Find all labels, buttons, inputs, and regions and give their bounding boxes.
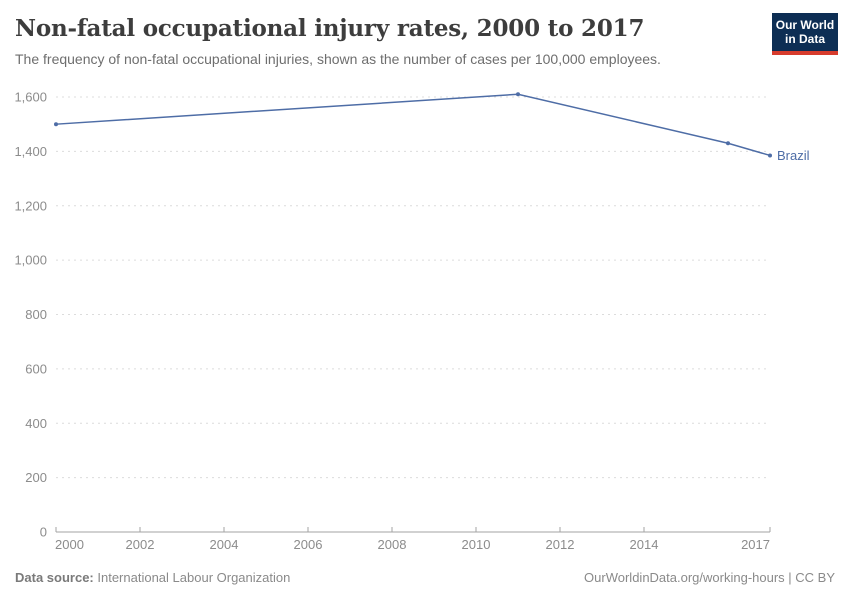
owid-logo-line1: Our World bbox=[775, 18, 835, 32]
x-tick-label: 2000 bbox=[55, 537, 84, 552]
chart-title: Non-fatal occupational injury rates, 200… bbox=[15, 15, 645, 42]
attribution-note: OurWorldinData.org/working-hours | CC BY bbox=[584, 570, 835, 585]
y-tick-label: 400 bbox=[25, 416, 47, 431]
x-tick-label: 2014 bbox=[630, 537, 659, 552]
data-point-2000[interactable] bbox=[54, 122, 58, 127]
data-source-note: Data source: International Labour Organi… bbox=[15, 570, 290, 585]
owid-logo[interactable]: Our World in Data bbox=[772, 13, 838, 55]
x-tick-label: 2017 bbox=[741, 537, 770, 552]
x-tick-label: 2002 bbox=[126, 537, 155, 552]
brazil-line-series[interactable] bbox=[55, 93, 771, 157]
x-tick-label: 2010 bbox=[462, 537, 491, 552]
x-tick-label: 2008 bbox=[378, 537, 407, 552]
chart-subtitle: The frequency of non-fatal occupational … bbox=[15, 51, 661, 67]
y-tick-label: 800 bbox=[25, 307, 47, 322]
y-tick-label: 1,200 bbox=[14, 198, 47, 213]
x-tick-label: 2004 bbox=[210, 537, 239, 552]
y-tick-label: 1,400 bbox=[14, 144, 47, 159]
data-point-2016[interactable] bbox=[726, 141, 730, 146]
y-tick-label: 600 bbox=[25, 361, 47, 376]
y-tick-label: 0 bbox=[40, 525, 47, 540]
data-point-2011[interactable] bbox=[516, 92, 520, 97]
y-tick-label: 1,000 bbox=[14, 253, 47, 268]
owid-logo-line2: in Data bbox=[784, 32, 825, 47]
x-tick-label: 2006 bbox=[294, 537, 323, 552]
y-tick-label: 1,600 bbox=[14, 90, 47, 105]
data-source-value: International Labour Organization bbox=[97, 570, 291, 585]
data-source-label: Data source: bbox=[15, 570, 94, 585]
data-point-2017[interactable] bbox=[768, 153, 772, 158]
x-tick-label: 2012 bbox=[546, 537, 575, 552]
y-tick-label: 200 bbox=[25, 470, 47, 485]
series-end-label-brazil[interactable]: Brazil bbox=[777, 148, 810, 163]
